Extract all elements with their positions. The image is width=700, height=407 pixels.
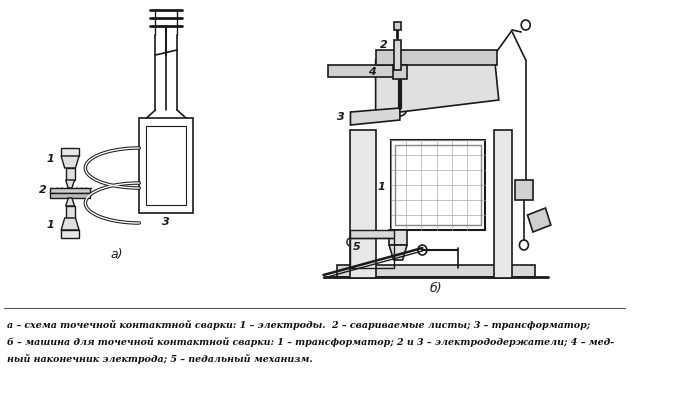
Bar <box>391 140 485 230</box>
Polygon shape <box>61 218 79 230</box>
Text: а): а) <box>111 248 123 261</box>
Text: 5: 5 <box>354 242 361 252</box>
Circle shape <box>418 245 427 255</box>
Bar <box>376 50 497 65</box>
Polygon shape <box>376 55 498 115</box>
Text: б – машина для точечной контактной сварки: 1 – трансформатор; 2 и 3 – электродод: б – машина для точечной контактной сварк… <box>7 337 615 347</box>
Bar <box>328 65 400 77</box>
Text: 1: 1 <box>377 182 385 192</box>
Bar <box>146 126 186 205</box>
Circle shape <box>519 240 528 250</box>
Circle shape <box>347 238 354 246</box>
Polygon shape <box>50 188 90 193</box>
Bar <box>351 230 393 238</box>
Bar <box>61 230 79 238</box>
Text: ный наконечник электрода; 5 – педальный механизм.: ный наконечник электрода; 5 – педальный … <box>7 354 313 364</box>
Text: 2: 2 <box>380 40 388 50</box>
Polygon shape <box>66 198 75 206</box>
Bar <box>395 145 481 225</box>
Bar <box>66 168 75 180</box>
Text: 3: 3 <box>337 112 344 122</box>
Polygon shape <box>50 193 90 198</box>
Text: а – схема точечной контактной сварки: 1 – электроды.  2 – свариваемые листы; 3 –: а – схема точечной контактной сварки: 1 … <box>7 320 590 330</box>
Text: 2: 2 <box>39 185 47 195</box>
Circle shape <box>522 20 530 30</box>
Polygon shape <box>61 156 79 168</box>
Text: 1: 1 <box>46 154 54 164</box>
Bar <box>389 230 407 245</box>
Polygon shape <box>528 208 551 232</box>
Text: 3: 3 <box>162 217 170 227</box>
Bar <box>351 130 376 278</box>
Text: 4: 4 <box>368 67 376 77</box>
Bar <box>515 180 533 200</box>
Text: б): б) <box>430 282 442 295</box>
Bar <box>351 238 393 268</box>
Bar <box>393 40 401 70</box>
Bar <box>393 65 407 79</box>
Bar <box>337 265 535 277</box>
Bar <box>61 148 79 156</box>
Bar <box>494 130 512 278</box>
Circle shape <box>393 100 407 116</box>
Text: 1: 1 <box>46 220 54 230</box>
Polygon shape <box>66 180 75 188</box>
Polygon shape <box>389 245 407 260</box>
Bar <box>393 22 401 30</box>
Bar <box>66 206 75 218</box>
Bar <box>139 118 193 213</box>
Polygon shape <box>351 108 400 125</box>
